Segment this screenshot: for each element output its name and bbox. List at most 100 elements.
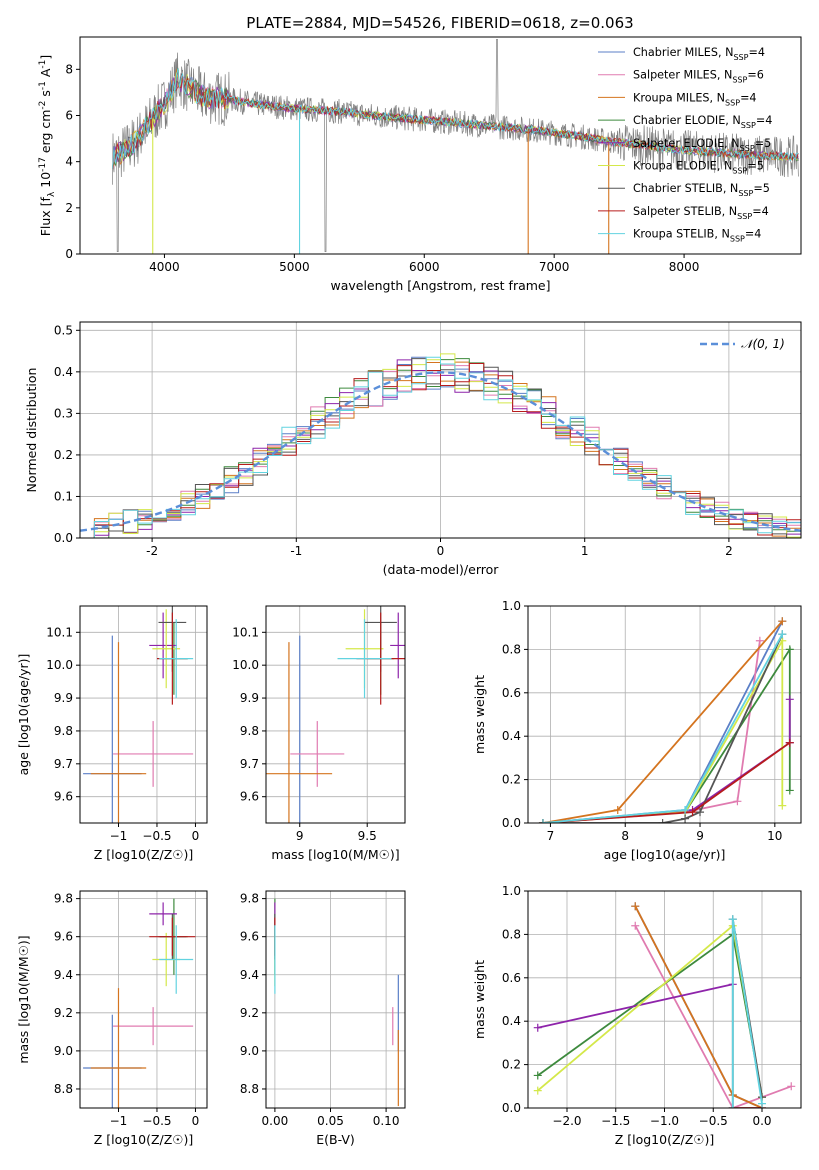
weight-marker-salpeter-miles (631, 921, 640, 930)
x-tick-label: −1 (110, 1114, 128, 1128)
weight-marker-kroupa-miles (778, 617, 787, 626)
x-tick-label: 10 (767, 829, 782, 843)
axes-frame (527, 605, 802, 824)
plot-area (533, 902, 796, 1108)
axes-frame (265, 890, 406, 1109)
x-tick-label: 7 (547, 829, 555, 843)
y-tick-label: 0.3 (54, 406, 73, 420)
y-axis-label: mass weight (472, 960, 487, 1039)
x-tick-label: −0.5 (142, 1114, 171, 1128)
model-spectrum-chabrier-stelib (112, 72, 799, 169)
y-tick-label: 6 (65, 108, 73, 122)
x-tick-label: 0.0 (752, 1114, 771, 1128)
x-tick-label: 7000 (539, 260, 570, 274)
x-tick-label: 8 (621, 829, 629, 843)
y-tick-label: 9.8 (240, 892, 259, 906)
x-tick-label: -1 (290, 544, 302, 558)
axes-frame (79, 605, 208, 824)
legend-label: Salpeter STELIB, NSSP=4 (633, 205, 769, 221)
x-tick-label: 0.05 (317, 1114, 344, 1128)
weight-line-salpeter-miles (634, 925, 792, 1108)
y-tick-label: 8.8 (54, 1082, 73, 1096)
x-tick-label: −1.0 (650, 1114, 679, 1128)
y-axis-label: Normed distribution (24, 368, 39, 493)
weight-line-chabrier-miles (542, 620, 784, 823)
weight-line-kroupa-miles (634, 905, 763, 1108)
y-tick-label: 9.8 (54, 724, 73, 738)
plot-area (80, 353, 801, 538)
axes-frame (79, 890, 208, 1109)
weight-marker-kroupa-stelib (538, 819, 547, 823)
y-tick-label: 0.0 (502, 1101, 521, 1115)
weight-marker-kroupa-stelib (728, 1104, 737, 1108)
panel-mass-weight-vs-age: 7 8 9 10 0.0 0.2 0.4 0.6 0.8 1.0 age [log10(age/yr… (472, 599, 802, 862)
legend-label: Kroupa STELIB, NSSP=4 (633, 228, 761, 244)
weight-marker-kroupa-stelib (758, 1099, 766, 1108)
x-tick-label: 0.10 (373, 1114, 400, 1128)
panel-age-vs-mass: 9 9.5 9.6 9.7 9.8 9.9 10.0 10.1 mass [log10(M/M☉… (232, 605, 406, 862)
y-tick-label: 8.8 (240, 1082, 259, 1096)
panel-mass-vs-metallicity: −1 −0.5 0 8.8 9.0 9.2 9.4 9.6 9.8 Z [log10(Z/Z☉)]… (16, 890, 208, 1147)
y-tick-label: 0.4 (54, 365, 73, 379)
x-tick-label: −1.5 (601, 1114, 630, 1128)
weight-marker-salpeter-stelib (785, 738, 794, 747)
y-tick-label: 10.1 (46, 625, 73, 639)
weight-marker-chabrier-elodie (785, 786, 794, 795)
y-tick-label: 9.6 (240, 790, 259, 804)
weight-line-chabrier-miles (634, 905, 763, 1108)
y-tick-label: 9.6 (240, 930, 259, 944)
y-tick-label: 0.4 (502, 729, 521, 743)
legend-label: Chabrier MILES, NSSP=4 (633, 46, 765, 62)
weight-marker-chabrier-elodie (785, 645, 794, 654)
weight-marker-salpeter-miles (755, 636, 764, 645)
y-tick-label: 9.6 (54, 930, 73, 944)
legend-label: Chabrier ELODIE, NSSP=4 (633, 114, 772, 130)
x-tick-label: −0.5 (699, 1114, 728, 1128)
weight-line-kroupa-stelib (731, 919, 763, 1108)
weight-line-chabrier-elodie (537, 932, 763, 1098)
legend-label: Kroupa MILES, NSSP=4 (633, 91, 757, 107)
y-tick-label: 0.1 (54, 489, 73, 503)
legend-label: 𝒩(0, 1) (741, 337, 785, 351)
y-tick-label: 0.2 (502, 1058, 521, 1072)
x-tick-label: 9 (296, 829, 304, 843)
x-tick-label: 9 (696, 829, 704, 843)
plot-area (83, 606, 194, 823)
x-tick-label: 1 (581, 544, 589, 558)
figure-title: PLATE=2884, MJD=54526, FIBERID=0618, z=0… (246, 14, 633, 32)
y-tick-label: 10.0 (232, 658, 259, 672)
x-tick-label: 2 (725, 544, 733, 558)
y-tick-label: 0.8 (502, 642, 521, 656)
plot-area (274, 898, 399, 1107)
y-tick-label: 0.0 (54, 531, 73, 545)
x-axis-label: age [log10(age/yr)] (604, 847, 726, 862)
y-tick-label: 1.0 (502, 599, 521, 613)
legend-label: Salpeter ELODIE, NSSP=5 (633, 137, 771, 153)
y-axis-label: mass weight (472, 675, 487, 754)
x-tick-label: 0.00 (262, 1114, 289, 1128)
weight-marker-chabrier-elodie (533, 1071, 542, 1080)
weight-marker-chabrier-stelib (658, 819, 667, 823)
y-tick-label: 0.8 (502, 927, 521, 941)
panel-age-vs-metallicity: −1 −0.5 0 9.6 9.7 9.8 9.9 10.0 10.1 Z [log10(Z/Z☉… (16, 605, 208, 862)
y-tick-label: 1.0 (502, 884, 521, 898)
weight-marker-kroupa-stelib (778, 630, 787, 639)
weight-marker-chabrier-stelib (696, 808, 705, 817)
x-tick-label: 0 (437, 544, 445, 558)
legend-label: Chabrier STELIB, NSSP=5 (633, 182, 770, 198)
y-tick-label: 9.6 (54, 790, 73, 804)
weight-marker-salpeter-stelib (688, 808, 697, 817)
plot-area (266, 606, 405, 823)
x-tick-label: 0 (192, 1114, 200, 1128)
y-tick-label: 10.0 (46, 658, 73, 672)
y-tick-label: 9.7 (240, 757, 259, 771)
y-tick-label: 10.1 (232, 625, 259, 639)
weight-marker-kroupa-miles (613, 805, 622, 814)
y-tick-label: 0.6 (502, 686, 521, 700)
y-tick-label: 9.7 (54, 757, 73, 771)
axes-frame (79, 36, 802, 255)
x-axis-label: mass [log10(M/M☉)] (271, 847, 399, 862)
panel-spectrum: 4000 5000 6000 7000 8000 0 2 4 6 8 wavelength [Ang… (38, 36, 802, 293)
weight-marker-kroupa-elodie (533, 1086, 542, 1095)
x-tick-label: 9.5 (358, 829, 377, 843)
